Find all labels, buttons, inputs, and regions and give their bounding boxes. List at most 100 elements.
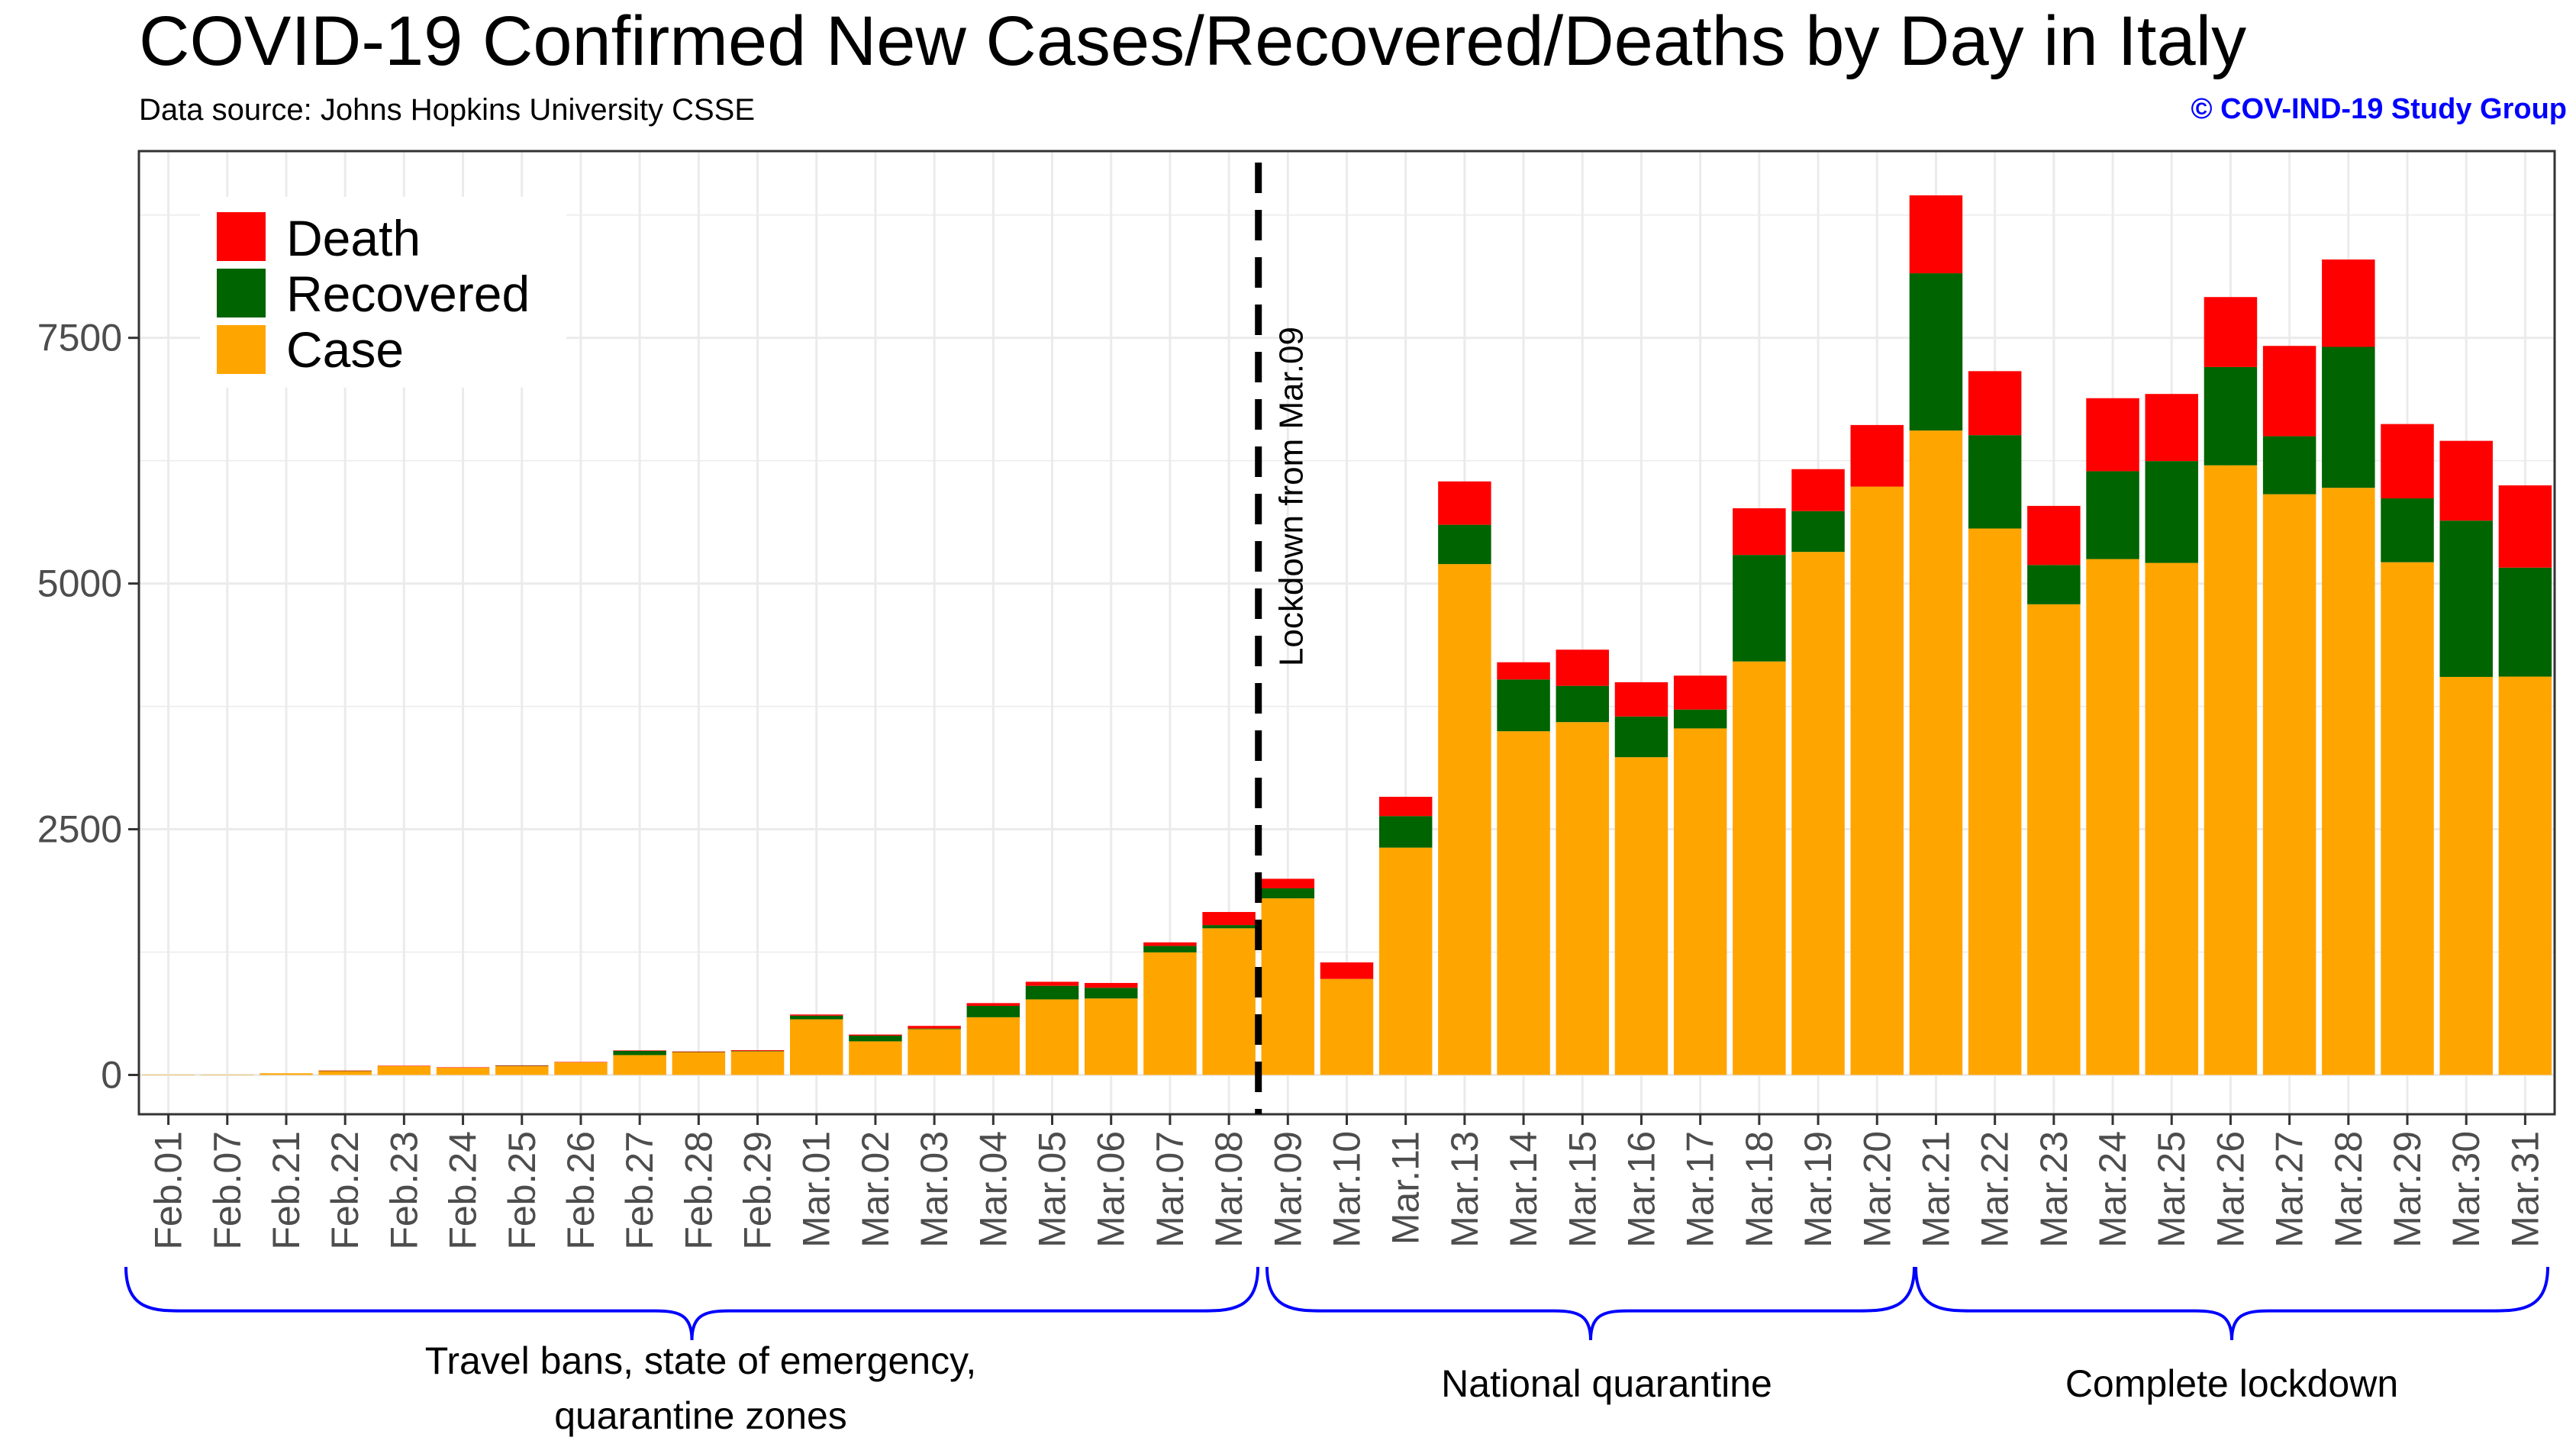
bar-recovered-mar-25 (2145, 461, 2198, 563)
x-tick-label: Mar.22 (1974, 1131, 2017, 1248)
x-tick-label: Mar.29 (2386, 1131, 2429, 1248)
bar-recovered-mar-02 (849, 1035, 902, 1042)
bar-case-mar-10 (1320, 978, 1374, 1075)
bar-recovered-feb-29 (730, 1051, 785, 1052)
bar-death-mar-02 (849, 1034, 902, 1036)
bar-recovered-mar-28 (2322, 346, 2375, 488)
x-tick-label: Feb.22 (324, 1131, 366, 1250)
bar-death-mar-16 (1614, 682, 1668, 717)
bar-recovered-feb-27 (613, 1050, 666, 1055)
bar-recovered-mar-05 (1025, 985, 1079, 1000)
x-tick-label: Mar.02 (854, 1131, 897, 1248)
x-tick-label: Mar.31 (2503, 1131, 2546, 1248)
bar-case-mar-04 (966, 1017, 1020, 1075)
bar-recovered-mar-31 (2498, 567, 2552, 677)
x-tick-label: Feb.01 (147, 1131, 190, 1250)
bar-death-mar-25 (2145, 394, 2198, 462)
bar-recovered-mar-26 (2204, 366, 2258, 466)
x-tick-label: Mar.30 (2445, 1131, 2487, 1248)
bar-case-feb-26 (554, 1062, 608, 1075)
x-tick-label: Mar.19 (1797, 1131, 1839, 1248)
bar-case-mar-23 (2027, 604, 2081, 1075)
bar-case-mar-18 (1733, 661, 1786, 1075)
bar-recovered-mar-17 (1673, 709, 1727, 729)
bar-case-mar-30 (2439, 676, 2493, 1075)
x-tick-label: Feb.29 (737, 1131, 779, 1250)
legend-label-death: Death (286, 210, 421, 266)
bar-death-mar-23 (2027, 505, 2081, 566)
bar-case-mar-14 (1497, 731, 1550, 1075)
brace-national (1265, 1266, 1916, 1341)
x-tick-label: Mar.03 (913, 1131, 956, 1248)
bar-recovered-mar-14 (1497, 679, 1550, 732)
x-tick-label: Mar.09 (1266, 1131, 1309, 1248)
bar-recovered-mar-16 (1614, 716, 1668, 758)
credit-label: © COV-IND-19 Study Group (2191, 93, 2567, 125)
bar-death-mar-07 (1143, 942, 1197, 946)
bar-case-feb-25 (495, 1065, 549, 1075)
bar-recovered-mar-23 (2027, 565, 2081, 604)
legend-swatch-recovered (217, 269, 266, 317)
bar-recovered-mar-07 (1143, 946, 1197, 952)
legend: Death Recovered Case (200, 197, 566, 388)
y-axis: 0 2500 5000 7500 (37, 317, 139, 1096)
bar-death-mar-06 (1084, 982, 1138, 988)
bar-death-mar-30 (2439, 440, 2493, 521)
bar-death-mar-20 (1850, 424, 1904, 487)
x-tick-label: Feb.21 (265, 1131, 308, 1250)
bar-case-mar-13 (1438, 564, 1491, 1075)
bar-recovered-mar-06 (1084, 988, 1138, 999)
bar-case-mar-08 (1202, 928, 1256, 1075)
bar-death-mar-15 (1556, 649, 1610, 686)
bar-death-feb-24 (436, 1067, 490, 1068)
bar-case-mar-26 (2204, 465, 2258, 1075)
period-label-national: National quarantine (1441, 1362, 1772, 1405)
x-tick-label: Feb.26 (559, 1131, 602, 1250)
x-axis: Feb.01 Feb.07 Feb.21 Feb.22 Feb.23 Feb.24 Feb.… (147, 1114, 2546, 1250)
x-tick-label: Mar.16 (1620, 1131, 1662, 1248)
legend-label-case: Case (286, 321, 404, 378)
bar-case-mar-20 (1850, 486, 1904, 1075)
x-tick-label: Mar.07 (1149, 1131, 1191, 1248)
bar-case-mar-02 (849, 1041, 902, 1075)
x-tick-label: Feb.23 (382, 1131, 425, 1250)
bar-recovered-mar-15 (1556, 685, 1610, 723)
bar-death-feb-25 (495, 1065, 549, 1066)
x-tick-label: Mar.01 (795, 1131, 838, 1248)
bar-death-feb-27 (613, 1050, 666, 1051)
bar-death-mar-27 (2262, 346, 2316, 437)
x-tick-label: Mar.20 (1855, 1131, 1898, 1248)
chart-title: COVID-19 Confirmed New Cases/Recovered/D… (139, 2, 2247, 80)
bar-case-mar-01 (790, 1019, 843, 1075)
legend-label-recovered: Recovered (286, 266, 530, 322)
bar-case-mar-22 (1968, 528, 2022, 1075)
bar-death-mar-03 (908, 1026, 961, 1029)
bar-recovered-mar-27 (2262, 436, 2316, 495)
bar-recovered-mar-30 (2439, 520, 2493, 677)
bar-death-mar-18 (1733, 508, 1786, 556)
bar-death-mar-13 (1438, 481, 1491, 525)
bar-case-feb-24 (436, 1067, 490, 1075)
x-tick-label: Mar.25 (2150, 1131, 2193, 1248)
x-tick-label: Feb.24 (442, 1131, 485, 1250)
x-tick-label: Mar.11 (1385, 1131, 1427, 1245)
bar-recovered-mar-22 (1968, 435, 2022, 529)
period-label-complete: Complete lockdown (2065, 1362, 2398, 1405)
bar-death-mar-04 (966, 1003, 1020, 1006)
x-tick-label: Mar.06 (1090, 1131, 1133, 1248)
bar-recovered-mar-13 (1438, 524, 1491, 565)
y-tick-label: 7500 (37, 317, 122, 359)
bar-recovered-mar-01 (790, 1015, 843, 1020)
bar-death-mar-09 (1261, 878, 1315, 888)
x-tick-label: Mar.24 (2091, 1131, 2134, 1248)
bar-case-mar-15 (1556, 722, 1610, 1075)
lockdown-label: Lockdown from Mar.09 (1273, 327, 1311, 666)
bar-recovered-mar-11 (1378, 816, 1433, 848)
bar-case-mar-21 (1909, 430, 1963, 1075)
x-tick-label: Feb.27 (618, 1131, 661, 1250)
bar-case-feb-29 (730, 1051, 785, 1075)
bar-death-mar-22 (1968, 371, 2022, 436)
x-tick-label: Feb.07 (206, 1131, 249, 1250)
bar-recovered-mar-29 (2381, 498, 2434, 562)
brace-complete (1914, 1266, 2549, 1341)
